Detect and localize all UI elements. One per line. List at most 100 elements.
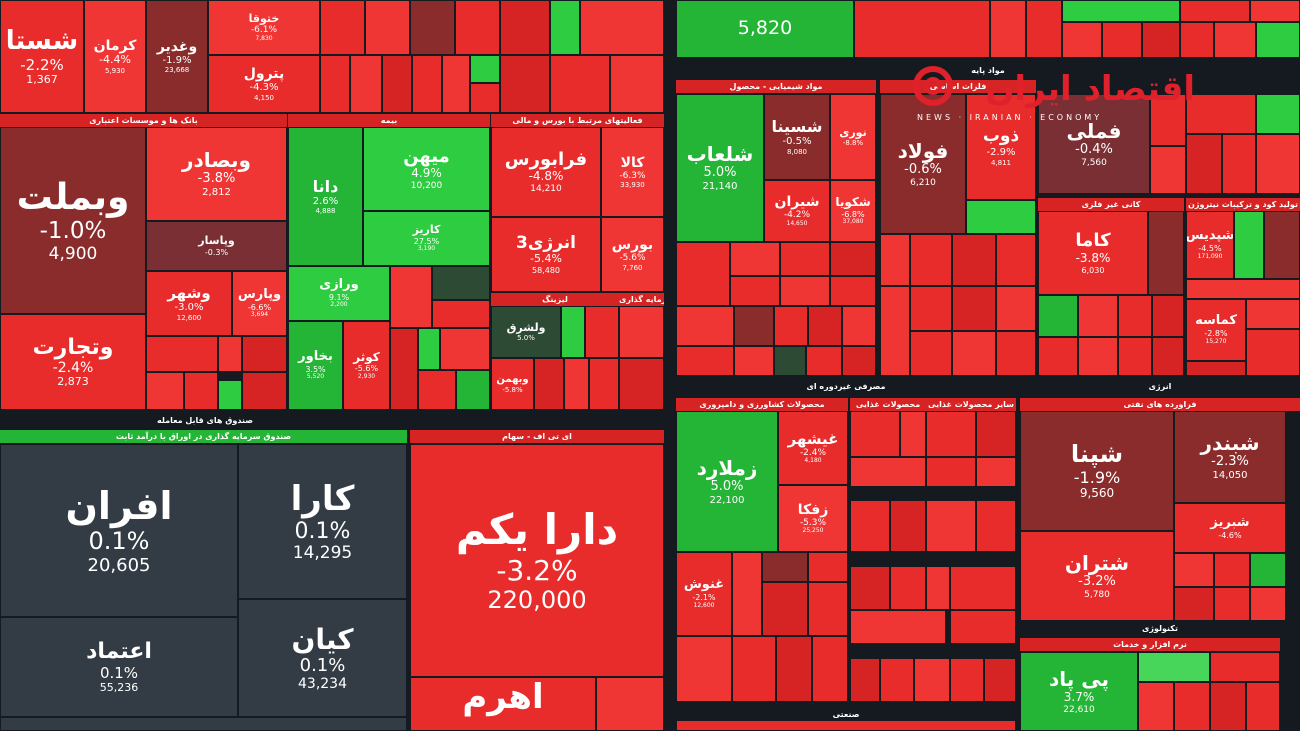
tile-small[interactable] (442, 55, 470, 113)
tile-small[interactable] (589, 358, 619, 410)
tile-small[interactable] (880, 658, 914, 702)
tile-small[interactable] (382, 55, 412, 113)
tile-zob[interactable]: ذوب -2.9% 4,811 (966, 94, 1036, 200)
tile-small[interactable] (146, 336, 218, 372)
tile-small[interactable] (1250, 587, 1286, 621)
tile-small[interactable] (1102, 22, 1142, 58)
tile-small[interactable] (410, 0, 455, 55)
tile-vepasar[interactable]: وپاسار -0.3% (146, 221, 287, 271)
tile-small[interactable] (1210, 652, 1280, 682)
tile-small[interactable] (842, 346, 876, 376)
tile-darayekom[interactable]: دارا یکم -3.2% 220,000 (410, 444, 664, 677)
tile-small[interactable] (184, 372, 218, 410)
tile-small[interactable] (1246, 299, 1300, 329)
tile-small[interactable] (1250, 553, 1286, 587)
tile-small[interactable] (830, 276, 876, 306)
tile-small[interactable] (926, 566, 950, 610)
tile-small[interactable] (780, 242, 830, 276)
tile-small[interactable] (610, 55, 664, 113)
tile-vashahr[interactable]: وشهر -3.0% 12,600 (146, 271, 232, 336)
tile-small[interactable] (808, 582, 848, 636)
tile-small[interactable] (850, 500, 890, 552)
tile-kemamse[interactable]: کماسه -2.8% 15,270 (1186, 299, 1246, 361)
tile-small[interactable] (1152, 295, 1184, 337)
tile-kian[interactable]: کیان 0.1% 43,234 (238, 599, 407, 717)
tile-small[interactable] (890, 500, 926, 552)
tile-small[interactable] (676, 720, 1016, 731)
tile-small[interactable] (500, 55, 550, 113)
tile-pipad[interactable]: پی پاد 3.7% 22,610 (1020, 652, 1138, 731)
tile-khtoghe[interactable]: ختوقا -6.1% 7,830 (208, 0, 320, 55)
tile-small[interactable] (365, 0, 410, 55)
tile-shelab[interactable]: شلعاب 5.0% 21,140 (676, 94, 764, 242)
tile-small[interactable] (676, 306, 734, 346)
tile-small[interactable] (242, 336, 287, 372)
tile-small[interactable] (780, 276, 830, 306)
tile-small[interactable] (880, 286, 910, 376)
tile-kala[interactable]: کالا -6.3% 33,930 (601, 127, 664, 217)
tile-small[interactable] (996, 286, 1036, 331)
tile-small[interactable] (500, 0, 550, 55)
tile-small[interactable] (418, 370, 456, 410)
tile-small[interactable] (470, 55, 500, 83)
tile-small[interactable] (1138, 652, 1210, 682)
tile-kara[interactable]: کارا 0.1% 14,295 (238, 444, 407, 599)
tile-small[interactable] (561, 306, 585, 358)
tile-small[interactable] (320, 55, 350, 113)
tile-kosar[interactable]: کوثر -5.6% 2,930 (343, 321, 390, 410)
tile-shiran[interactable]: شیران -4.2% 14,650 (764, 180, 830, 242)
tile-petrol[interactable]: پترول -4.3% 4,150 (208, 55, 320, 113)
tile-small[interactable] (470, 83, 500, 113)
tile-small[interactable] (850, 457, 926, 487)
tile-small[interactable] (320, 0, 365, 55)
tile-small[interactable] (808, 306, 842, 346)
tile-small[interactable] (676, 242, 730, 306)
tile-small[interactable] (1062, 22, 1102, 58)
tile-shetran[interactable]: شتران -3.2% 5,780 (1020, 531, 1174, 621)
tile-small[interactable] (734, 306, 774, 346)
tile-vebaris[interactable]: وپارس -6.6% 3,694 (232, 271, 287, 336)
tile-small[interactable] (146, 372, 184, 410)
tile-small[interactable] (390, 266, 432, 328)
tile-small[interactable] (850, 658, 880, 702)
tile-ghishahr[interactable]: غیشهر -2.4% 4,180 (778, 411, 848, 485)
tile-small[interactable] (926, 411, 976, 457)
tile-small[interactable] (762, 582, 808, 636)
tile-small[interactable] (676, 346, 734, 376)
tile-small[interactable] (1078, 337, 1118, 376)
tile-small[interactable] (730, 242, 780, 276)
tile-kariz[interactable]: کاریز 27.5% 3,190 (363, 211, 490, 266)
tile-small[interactable] (1214, 553, 1250, 587)
tile-shebandar[interactable]: شبندر -2.3% 14,050 (1174, 411, 1286, 503)
tile-afran[interactable]: افران 0.1% 20,605 (0, 444, 238, 617)
tile-small[interactable] (1174, 553, 1214, 587)
tile-small[interactable] (418, 328, 440, 370)
tile-small[interactable] (950, 566, 1016, 610)
tile-varazi[interactable]: ورازی 9.1% 2,200 (288, 266, 390, 321)
tile-small[interactable] (952, 234, 996, 286)
tile-shekoya[interactable]: شکویا -6.8% 37,080 (830, 180, 876, 242)
tile-vebmelat[interactable]: وبملت -1.0% 4,900 (0, 127, 146, 314)
tile-small[interactable] (456, 370, 490, 410)
tile-small[interactable] (1256, 94, 1300, 134)
tile-small[interactable] (242, 372, 287, 410)
tile-small[interactable] (952, 331, 996, 376)
tile-small[interactable] (619, 358, 664, 410)
tile-small[interactable] (984, 658, 1016, 702)
tile-small[interactable] (1142, 22, 1180, 58)
tile-small[interactable] (996, 234, 1036, 286)
tile-shasta[interactable]: شستا -2.2% 1,367 (0, 0, 84, 113)
tile-small[interactable] (455, 0, 500, 55)
tile-small[interactable] (1118, 295, 1152, 337)
tile-vaghadir[interactable]: وغدیر -1.9% 23,668 (146, 0, 208, 113)
tile-small[interactable] (676, 636, 732, 702)
tile-small[interactable] (1038, 337, 1078, 376)
tile-small[interactable] (1180, 22, 1214, 58)
tile-kama[interactable]: کاما -3.8% 6,030 (1038, 211, 1148, 295)
tile-small[interactable] (952, 286, 996, 331)
tile-shebriz[interactable]: شبریز -4.6% (1174, 503, 1286, 553)
tile-small[interactable] (1180, 0, 1250, 22)
tile-velsharq[interactable]: ولشرق 5.0% (491, 306, 561, 358)
tile-small[interactable] (976, 457, 1016, 487)
tile-small[interactable] (732, 552, 762, 636)
